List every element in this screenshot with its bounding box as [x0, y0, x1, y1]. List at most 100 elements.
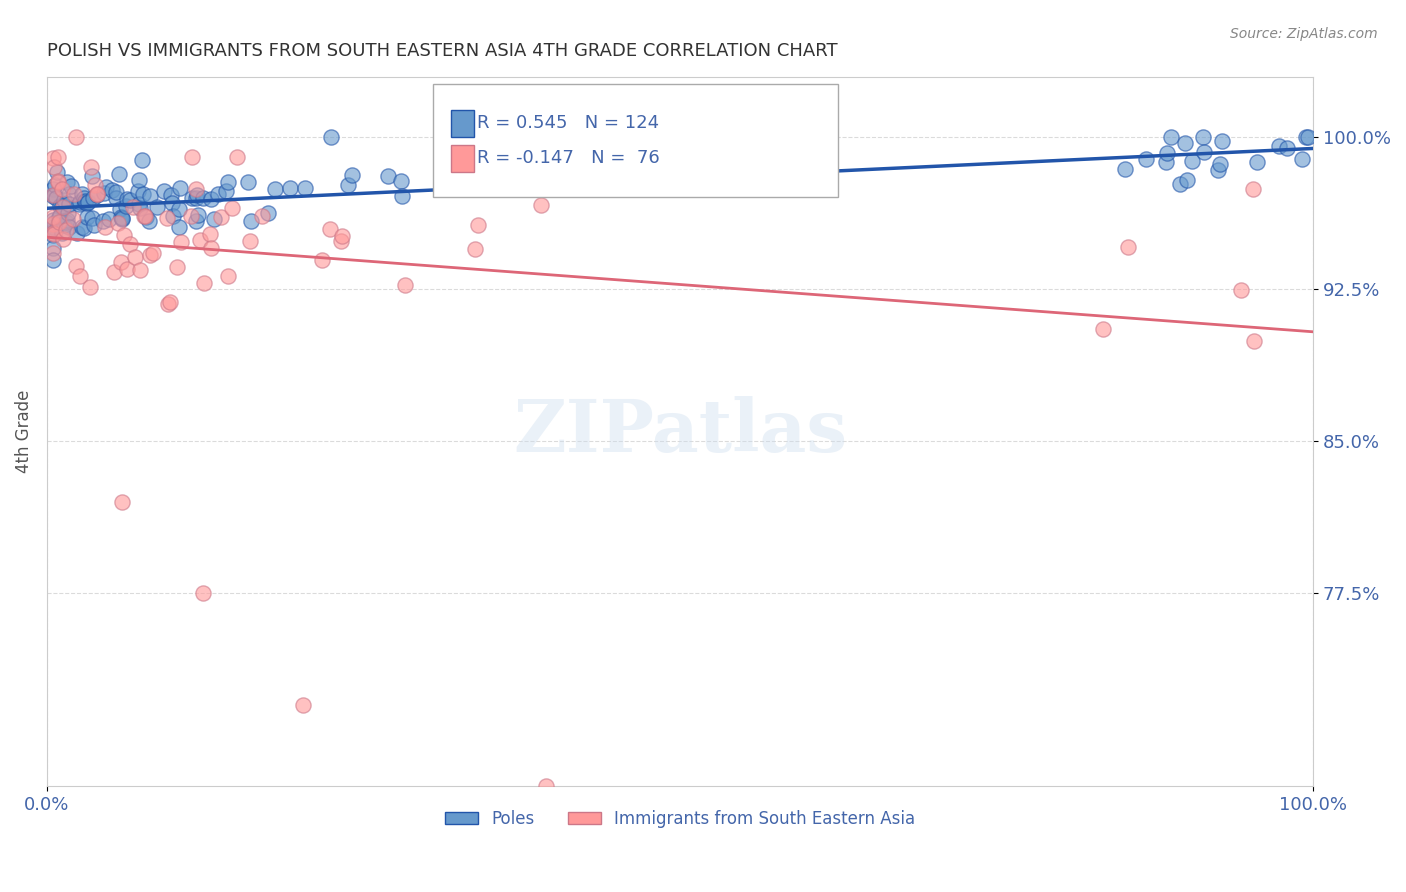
- Point: [264, 182, 287, 196]
- Point: [51, 232, 73, 246]
- Point: [42, 217, 65, 231]
- Point: [122, 200, 145, 214]
- Point: [42, 224, 65, 238]
- Point: [170, 235, 193, 249]
- Point: [65, 130, 87, 145]
- Point: [180, 191, 202, 205]
- Point: [76, 211, 98, 225]
- Point: [118, 237, 141, 252]
- Point: [159, 294, 181, 309]
- Point: [42, 216, 65, 230]
- Point: [82, 191, 104, 205]
- Point: [52, 200, 75, 214]
- Point: [110, 495, 132, 509]
- Point: [42, 210, 65, 224]
- Point: [44, 178, 66, 193]
- Point: [86, 186, 108, 201]
- Point: [138, 248, 160, 262]
- Point: [111, 212, 134, 227]
- Point: [48, 215, 70, 229]
- Point: [42, 226, 65, 240]
- Point: [69, 195, 91, 210]
- Legend: Poles, Immigrants from South Eastern Asia: Poles, Immigrants from South Eastern Asi…: [437, 803, 922, 834]
- Point: [156, 296, 179, 310]
- Point: [115, 262, 138, 277]
- Point: [55, 215, 77, 229]
- Point: [389, 174, 412, 188]
- FancyBboxPatch shape: [433, 84, 838, 197]
- Point: [46, 174, 69, 188]
- Point: [80, 211, 103, 225]
- Point: [202, 211, 225, 226]
- Point: [1267, 138, 1289, 153]
- Y-axis label: 4th Grade: 4th Grade: [15, 390, 32, 473]
- Point: [42, 161, 65, 175]
- Point: [1295, 130, 1317, 145]
- Point: [1246, 155, 1268, 169]
- Point: [42, 182, 65, 196]
- Point: [1275, 141, 1298, 155]
- Point: [226, 150, 249, 164]
- Point: [186, 181, 208, 195]
- Point: [42, 213, 65, 227]
- Point: [506, 172, 529, 186]
- Point: [128, 173, 150, 187]
- Point: [79, 160, 101, 174]
- Point: [66, 226, 89, 240]
- Point: [1229, 283, 1251, 297]
- Point: [1206, 162, 1229, 177]
- Point: [169, 181, 191, 195]
- Point: [238, 175, 260, 189]
- Text: Source: ZipAtlas.com: Source: ZipAtlas.com: [1230, 27, 1378, 41]
- Point: [337, 178, 360, 192]
- Point: [186, 187, 208, 202]
- Point: [75, 194, 97, 208]
- Point: [48, 210, 70, 224]
- Point: [105, 185, 128, 199]
- Point: [51, 226, 73, 240]
- Point: [94, 179, 117, 194]
- Point: [200, 227, 222, 241]
- Point: [142, 246, 165, 260]
- Point: [111, 211, 134, 225]
- Point: [135, 211, 157, 225]
- Point: [42, 188, 65, 202]
- Point: [169, 202, 191, 217]
- Point: [1194, 145, 1216, 159]
- Point: [45, 191, 67, 205]
- Point: [104, 191, 127, 205]
- Point: [128, 196, 150, 211]
- Point: [110, 254, 132, 268]
- Point: [93, 186, 115, 200]
- Point: [152, 184, 174, 198]
- Point: [124, 250, 146, 264]
- Point: [69, 268, 91, 283]
- Point: [73, 194, 96, 209]
- Point: [129, 201, 152, 215]
- Point: [108, 202, 131, 216]
- Point: [181, 150, 204, 164]
- Point: [530, 198, 553, 212]
- Point: [1174, 136, 1197, 150]
- Point: [1211, 134, 1233, 148]
- Point: [319, 222, 342, 236]
- Point: [377, 169, 399, 184]
- Point: [86, 188, 108, 202]
- Point: [51, 182, 73, 196]
- Point: [115, 192, 138, 206]
- Point: [42, 228, 65, 243]
- Point: [42, 241, 65, 255]
- Point: [62, 212, 84, 227]
- Point: [156, 211, 179, 226]
- Point: [42, 188, 65, 202]
- Point: [162, 209, 184, 223]
- Point: [138, 188, 160, 202]
- Point: [100, 183, 122, 197]
- Point: [60, 178, 83, 193]
- Point: [103, 265, 125, 279]
- Point: [278, 181, 301, 195]
- Point: [394, 277, 416, 292]
- Point: [56, 205, 79, 219]
- Point: [217, 268, 239, 283]
- Point: [138, 213, 160, 227]
